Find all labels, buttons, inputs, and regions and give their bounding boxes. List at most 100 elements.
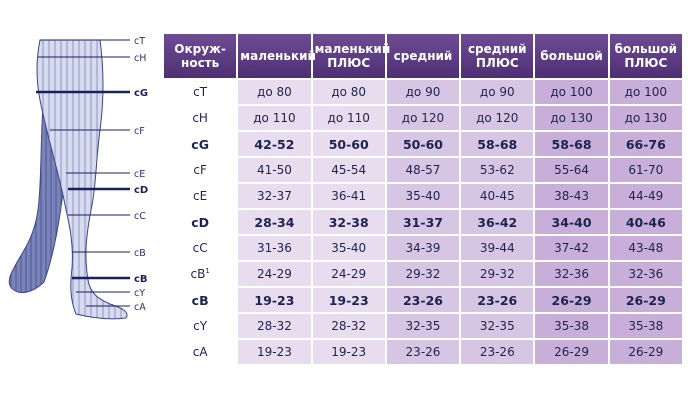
diagram-label-cY: cY: [134, 288, 145, 299]
diagram-label-cT: cT: [134, 36, 145, 47]
measure-label: cB: [190, 267, 206, 281]
table-cell: 19-23: [238, 340, 311, 364]
table-cell: 45-54: [312, 158, 385, 182]
table-cell: 34-39: [386, 236, 460, 260]
measure-label: cH: [192, 111, 208, 125]
header-size-m-plus: средний ПЛЮС: [461, 34, 534, 78]
table-cell: 35-40: [386, 184, 460, 208]
measure-label: cY: [193, 319, 208, 333]
measure-cell: cB1: [164, 262, 237, 286]
table-cell: 44-49: [609, 184, 682, 208]
diagram-label-cF: cF: [134, 126, 145, 137]
diagram-label-cB1: cB: [134, 248, 146, 259]
table-cell: до 90: [461, 80, 534, 104]
table-cell: до 130: [535, 106, 608, 130]
table-cell: 34-40: [535, 210, 608, 234]
table-cell: 36-42: [461, 210, 534, 234]
table-cell: до 80: [238, 80, 311, 104]
table-cell: 58-68: [535, 132, 608, 156]
table-cell: 32-37: [238, 184, 311, 208]
table-cell: 28-32: [312, 314, 385, 338]
measure-label: cE: [193, 189, 208, 203]
table-cell: 32-38: [312, 210, 385, 234]
measure-cell: cE: [164, 184, 237, 208]
table-cell: 40-46: [609, 210, 682, 234]
table-cell: 32-36: [609, 262, 682, 286]
diagram-label-cC: cC: [134, 211, 146, 222]
table-row: cH до 110 до 110 до 120 до 120 до 130 до 130: [164, 106, 682, 130]
table-cell: 31-37: [386, 210, 460, 234]
measure-label: cC: [192, 241, 208, 255]
table-cell: 19-23: [312, 288, 385, 312]
table-cell: 42-52: [238, 132, 311, 156]
header-size-l-plus: большой ПЛЮС: [609, 34, 682, 78]
table-row: cC 31-36 35-40 34-39 39-44 37-42 43-48: [164, 236, 682, 260]
table-cell: 43-48: [609, 236, 682, 260]
table-cell: 35-38: [535, 314, 608, 338]
table-cell: 48-57: [386, 158, 460, 182]
measure-cell: cT: [164, 80, 237, 104]
table-cell: 26-29: [535, 340, 608, 364]
diagram-label-cA: cA: [134, 302, 146, 313]
table-cell: 32-35: [461, 314, 534, 338]
measure-label: cD: [191, 214, 210, 230]
table-row: cY 28-32 28-32 32-35 32-35 35-38 35-38: [164, 314, 682, 338]
table-cell: 28-32: [238, 314, 311, 338]
measure-label: cG: [191, 136, 209, 152]
header-size-s: маленький: [238, 34, 316, 78]
table-cell: 50-60: [386, 132, 460, 156]
table-body: cT до 80 до 80 до 90 до 90 до 100 до 100 cH до 1…: [164, 80, 682, 364]
header-size-s-plus: маленький ПЛЮС: [312, 34, 390, 78]
table-row: cA 19-23 19-23 23-26 23-26 26-29 26-29: [164, 340, 682, 364]
table-row: cB 19-23 19-23 23-26 23-26 26-29 26-29: [164, 288, 682, 312]
table-cell: до 110: [238, 106, 311, 130]
table-cell: 23-26: [461, 340, 534, 364]
table-cell: 41-50: [238, 158, 311, 182]
measure-cell: cD: [164, 210, 237, 234]
table-cell: 58-68: [461, 132, 534, 156]
table-row: cE 32-37 36-41 35-40 40-45 38-43 44-49: [164, 184, 682, 208]
table-header-row: Окруж-ность маленький маленький ПЛЮС сре…: [164, 34, 682, 78]
table-cell: до 110: [312, 106, 385, 130]
table-cell: 39-44: [461, 236, 534, 260]
table-cell: 31-36: [238, 236, 311, 260]
diagram-label-cD: cD: [134, 185, 148, 196]
table-cell: 19-23: [312, 340, 385, 364]
table-cell: 29-32: [461, 262, 534, 286]
measure-label: cB: [191, 292, 209, 308]
table-cell: 66-76: [609, 132, 682, 156]
table-cell: до 80: [312, 80, 385, 104]
measure-label: cF: [193, 163, 207, 177]
table-cell: 61-70: [609, 158, 682, 182]
table-cell: до 90: [386, 80, 460, 104]
table-cell: 26-29: [535, 288, 608, 312]
measure-cell: cH: [164, 106, 237, 130]
table-cell: до 120: [386, 106, 460, 130]
measure-cell: cY: [164, 314, 237, 338]
table-row: cF 41-50 45-54 48-57 53-62 55-64 61-70: [164, 158, 682, 182]
table-row: cB1 24-29 24-29 29-32 29-32 32-36 32-36: [164, 262, 682, 286]
leg-measurement-diagram: cT cH cG cF cE cD cC cB cB cY cA: [8, 36, 148, 320]
table-cell: до 100: [609, 80, 682, 104]
header-measure: Окруж-ность: [164, 34, 237, 78]
table-cell: 55-64: [535, 158, 608, 182]
table-cell: 35-38: [609, 314, 682, 338]
table-cell: 28-34: [238, 210, 311, 234]
table-cell: 35-40: [312, 236, 385, 260]
diagram-label-cH: cH: [134, 53, 146, 64]
measure-cell: cA: [164, 340, 237, 364]
measure-cell: cB: [164, 288, 237, 312]
table-cell: 26-29: [609, 288, 682, 312]
measure-label: cT: [193, 85, 208, 99]
diagram-label-cE: cE: [134, 169, 145, 180]
table-cell: 40-45: [461, 184, 534, 208]
table-cell: 29-32: [386, 262, 460, 286]
table-row: cD 28-34 32-38 31-37 36-42 34-40 40-46: [164, 210, 682, 234]
measure-superscript: 1: [205, 267, 210, 275]
measure-label: cA: [192, 345, 208, 359]
size-table: Окруж-ность маленький маленький ПЛЮС сре…: [162, 32, 684, 366]
table-cell: 36-41: [312, 184, 385, 208]
table-cell: 53-62: [461, 158, 534, 182]
table-cell: 19-23: [238, 288, 311, 312]
header-size-l: большой: [535, 34, 608, 78]
